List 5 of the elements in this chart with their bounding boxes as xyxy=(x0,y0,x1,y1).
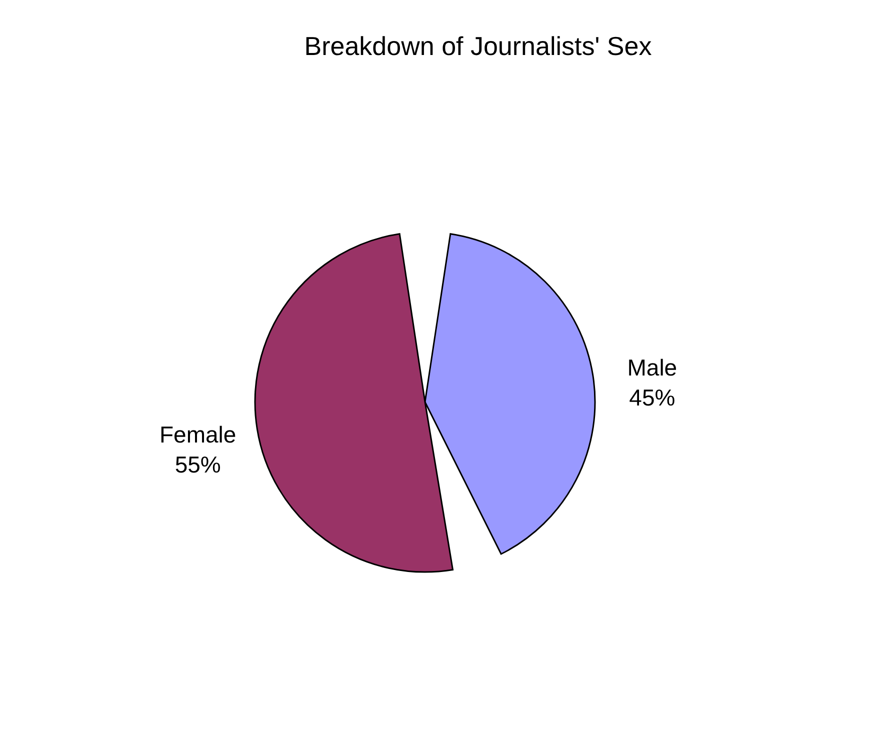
data-label: 55% xyxy=(174,452,221,478)
data-label: 45% xyxy=(629,384,676,410)
slice-label: Male xyxy=(627,354,678,380)
slice-label: Female xyxy=(159,422,236,448)
chart-title: Breakdown of Journalists' Sex xyxy=(304,31,652,61)
